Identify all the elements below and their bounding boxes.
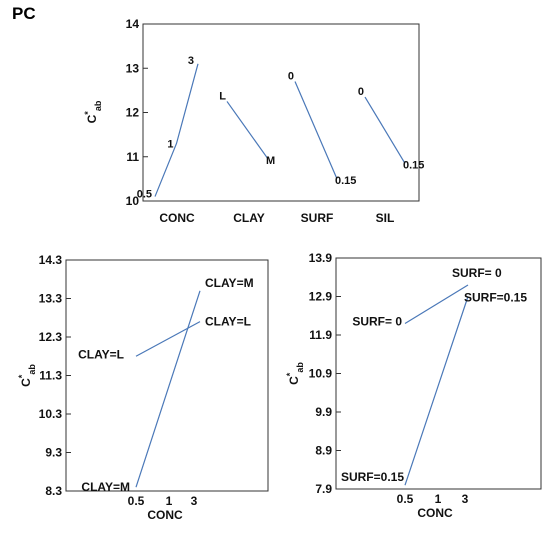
- series-line: [135, 290, 201, 488]
- y-tick-label: 14: [126, 17, 140, 31]
- plot-frame: [65, 259, 269, 492]
- y-tick-label: 12: [126, 106, 140, 120]
- factor-name-clay: CLAY: [233, 211, 265, 225]
- factor-name-surf: SURF: [301, 211, 334, 225]
- series-line: [404, 284, 469, 324]
- y-tick-label: 8.9: [315, 444, 332, 458]
- x-tick-label: 1: [435, 492, 442, 506]
- x-tick-label: 3: [191, 494, 198, 508]
- y-tick-label: 10: [126, 194, 140, 208]
- series-start-label: SURF= 0: [352, 314, 402, 328]
- x-tick-label: 0.5: [397, 492, 414, 506]
- page-title: PC: [12, 4, 36, 23]
- y-tick-label: 11.3: [39, 369, 62, 383]
- y-tick-label: 13.9: [309, 251, 333, 265]
- y-tick-label: 10.3: [39, 407, 63, 421]
- level-label: 0.5: [137, 189, 152, 201]
- factor-line-surf: [294, 81, 338, 180]
- series-end-label: SURF= 0: [452, 266, 502, 280]
- interaction-surf-chart: 7.9 8.9 9.9 10.9 11.9 12.9 13.9 0.5 1 3 CONC C*ab SU…: [285, 251, 542, 520]
- x-axis-title: CONC: [147, 508, 183, 522]
- y-tick-label: 14.3: [39, 253, 63, 267]
- main-effects-chart: 1011121314C*ab0.513CONCLMCLAY00.15SURF00…: [83, 17, 424, 225]
- x-tick-label: 0.5: [128, 494, 145, 508]
- y-tick-label: 13: [126, 61, 140, 75]
- series-start-label: CLAY=L: [78, 347, 124, 361]
- level-label: L: [219, 90, 226, 102]
- y-tick-label: 9.3: [45, 446, 62, 460]
- series-end-label: CLAY=M: [205, 276, 254, 290]
- level-label: M: [266, 155, 275, 167]
- x-tick-label: 3: [462, 492, 469, 506]
- y-tick-label: 13.3: [39, 292, 63, 306]
- level-label: 0: [288, 71, 294, 83]
- series-line: [404, 296, 469, 486]
- series-start-label: SURF=0.15: [341, 470, 404, 484]
- series-start-label: CLAY=M: [81, 480, 130, 494]
- factor-name-conc: CONC: [159, 211, 195, 225]
- series-end-label: CLAY=L: [205, 315, 251, 329]
- x-axis-title: CONC: [417, 506, 453, 520]
- level-label: 3: [188, 55, 194, 67]
- factor-line-clay: [226, 101, 269, 160]
- y-tick-label: 12.9: [309, 290, 333, 304]
- y-tick-label: 11.9: [309, 328, 332, 342]
- y-tick-label: 10.9: [309, 367, 333, 381]
- y-axis-title: C*ab: [83, 100, 103, 123]
- y-tick-label: 11: [126, 150, 139, 164]
- y-tick-label: 8.3: [45, 484, 62, 498]
- level-label: 0.15: [335, 175, 356, 187]
- y-tick-label: 12.3: [39, 330, 63, 344]
- factor-line-conc: [154, 63, 199, 197]
- factor-name-sil: SIL: [376, 211, 395, 225]
- y-axis-title: C*ab: [17, 364, 37, 387]
- y-tick-label: 9.9: [315, 405, 332, 419]
- level-label: 0.15: [403, 159, 424, 171]
- y-tick-label: 7.9: [315, 482, 332, 496]
- level-label: 1: [167, 138, 173, 150]
- x-tick-label: 1: [166, 494, 173, 508]
- y-axis-title: C*ab: [285, 362, 305, 385]
- series-line: [135, 321, 201, 357]
- factor-line-sil: [364, 96, 406, 164]
- interaction-clay-chart: 8.3 9.3 10.3 11.3 12.3 13.3 14.3 0.5 1 3 CONC C*ab C…: [17, 253, 269, 522]
- series-end-label: SURF=0.15: [464, 291, 527, 305]
- level-label: 0: [358, 86, 364, 98]
